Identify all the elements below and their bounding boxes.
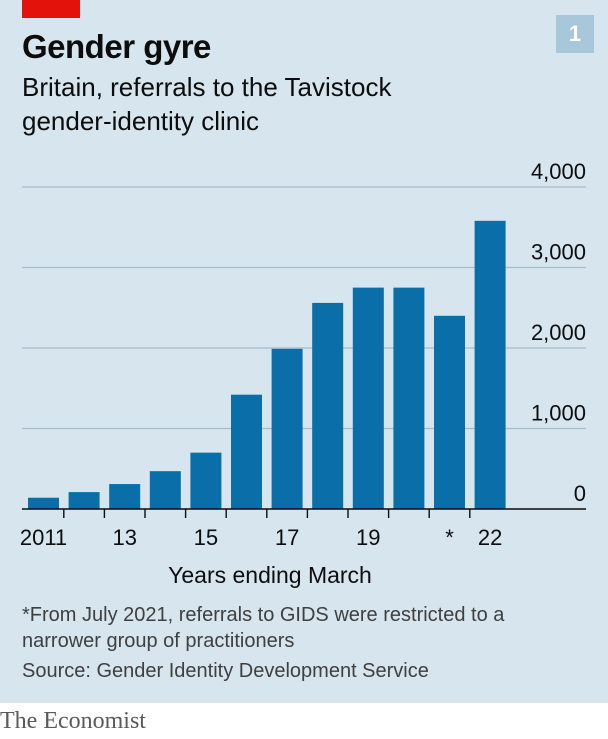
economist-logo: The Economist <box>0 708 146 734</box>
bar <box>393 287 425 509</box>
bar <box>474 220 506 509</box>
chart-number-badge: 1 <box>556 15 594 53</box>
bar <box>28 497 59 509</box>
y-tick-label: 0 <box>574 481 586 506</box>
source-note: Source: Gender Identity Development Serv… <box>22 660 429 682</box>
bar <box>312 302 344 509</box>
x-tick-label: 15 <box>194 525 218 550</box>
chart-subtitle: Britain, referrals to the Tavistock gend… <box>22 72 392 136</box>
bar <box>149 471 181 509</box>
x-tick-label: * <box>445 525 454 550</box>
y-tick-label: 1,000 <box>531 401 586 426</box>
x-tick-label: 2011 <box>20 525 67 550</box>
chart-title: Gender gyre <box>22 28 211 65</box>
bar <box>231 394 262 509</box>
bar <box>68 492 100 509</box>
bar <box>109 484 141 509</box>
bar <box>434 315 465 509</box>
x-tick-label: 22 <box>478 525 502 550</box>
bar <box>352 287 384 509</box>
bar <box>271 348 303 509</box>
y-tick-label: 2,000 <box>531 320 586 345</box>
x-tick-label: 13 <box>112 525 136 550</box>
x-axis-label: Years ending March <box>168 562 372 588</box>
chart-panel <box>0 0 608 703</box>
bar-chart: 0 1,000 2,000 3,000 4,000 2011 13 15 17 19 * 22 <box>20 159 586 550</box>
x-tick-label: 17 <box>275 525 299 550</box>
footnote: *From July 2021, referrals to GIDS were … <box>22 604 505 652</box>
x-tick-label: 19 <box>356 525 380 550</box>
bar <box>190 452 222 509</box>
y-tick-label: 3,000 <box>531 240 586 265</box>
y-tick-label: 4,000 <box>531 159 586 184</box>
brand-red-tag <box>22 0 80 18</box>
